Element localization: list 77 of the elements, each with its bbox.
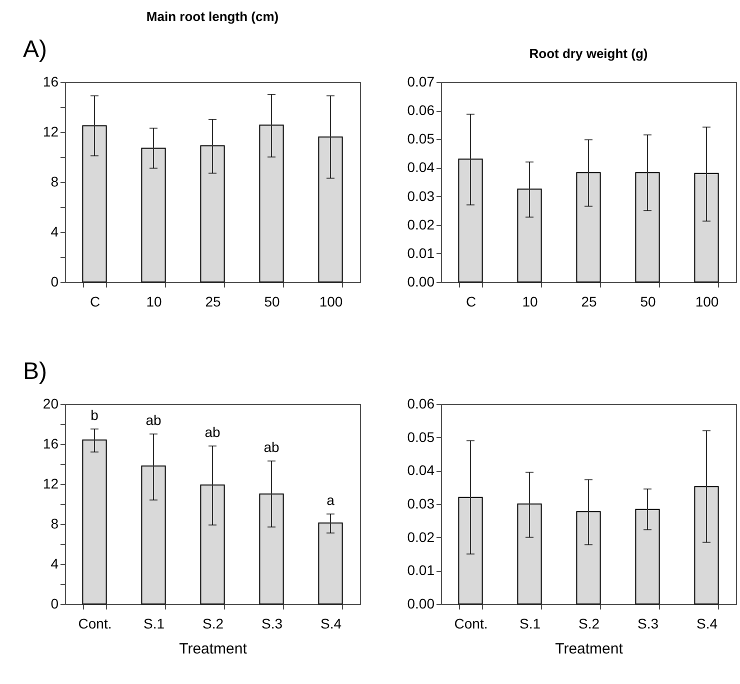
x-tick-label: S.1 [519,616,541,632]
annotation: ab [146,412,162,428]
y-tick-label: 0.04 [407,462,435,478]
y-tick-label: 16 [42,436,59,452]
y-tick-label: 0.00 [407,596,435,612]
y-tick-label: 0.02 [407,528,435,545]
x-tick-label: C [90,294,100,310]
annotation: a [326,492,335,508]
text: B) [23,358,47,385]
bar [82,125,107,282]
x-tick-label: 50 [640,294,656,310]
x-tick-label: 25 [581,294,597,310]
bar [458,158,483,282]
y-tick-label: 8 [50,174,59,190]
y-tick-label: 0.05 [407,130,435,147]
x-tick-label: 25 [205,294,221,310]
x-tick-label: S.2 [202,616,224,632]
y-tick-label: 16 [42,74,59,90]
bar [576,172,601,282]
bar [200,484,225,604]
x-tick-label: S.3 [637,616,659,632]
y-tick-label: 0.03 [407,188,435,204]
x-tick-label: S.1 [143,616,165,632]
y-tick-label: 12 [42,124,59,140]
y-tick-label: 0.07 [407,74,435,90]
y-tick-label: 4 [50,224,59,240]
chart-title: Root dry weight (g) [529,46,648,61]
bar [458,496,483,604]
y-tick-label: 0.01 [407,562,435,578]
x-tick-label: C [466,294,476,310]
x-tick-label: S.4 [320,616,342,632]
y-tick-label: 0.00 [407,274,435,290]
y-tick-label: 0.02 [407,216,435,232]
bar [576,511,601,604]
bar [82,440,107,604]
bar [259,124,284,282]
bar [694,172,719,282]
x-tick-label: 100 [695,294,719,310]
x-axis-title: Treatment [179,640,248,658]
bar [259,494,284,604]
annotation: b [90,407,99,423]
bar [318,136,343,282]
y-tick-label: 0.04 [407,159,435,176]
y-tick-label: 0.06 [407,102,435,118]
annotation: ab [264,439,280,455]
x-tick-label: 10 [522,294,538,310]
y-tick-label: 0.06 [407,396,435,412]
y-tick-label: 8 [50,516,59,532]
bar [517,188,542,282]
bar [141,466,166,604]
x-tick-label: Cont. [78,616,112,632]
x-tick-label: S.4 [696,616,718,632]
text: A) [23,36,47,63]
bar [694,486,719,604]
x-tick-label: 10 [146,294,162,310]
y-tick-label: 0.05 [407,428,435,445]
y-tick-label: 4 [50,556,59,572]
y-tick-label: 0 [50,274,59,290]
bar [635,172,660,282]
x-tick-label: S.2 [578,616,600,632]
x-axis-title: Treatment [555,640,624,658]
y-tick-label: 0.03 [407,496,435,512]
x-tick-label: 100 [319,294,343,310]
bar [517,504,542,604]
x-tick-label: S.3 [261,616,283,632]
y-tick-label: 0 [50,596,59,612]
x-tick-label: 50 [264,294,280,310]
bar [635,508,660,604]
y-tick-label: 12 [42,476,59,492]
chart-title: Main root length (cm) [146,9,279,24]
bar [318,522,343,604]
y-tick-label: 20 [42,396,59,412]
bar [200,145,225,282]
y-tick-label: 0.01 [407,244,435,261]
x-tick-label: Cont. [454,616,488,632]
bar [141,148,166,282]
annotation: ab [204,424,220,440]
